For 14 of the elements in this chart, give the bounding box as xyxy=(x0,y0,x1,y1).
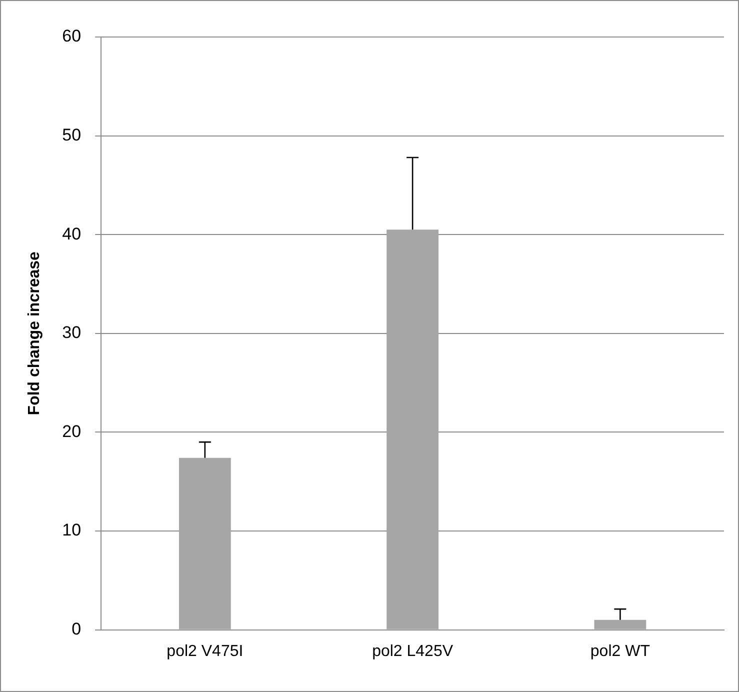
bar xyxy=(386,230,439,630)
y-tick-label: 20 xyxy=(62,422,82,441)
y-tick-label: 10 xyxy=(62,520,82,540)
y-tick-label: 50 xyxy=(62,125,82,144)
y-tick-label: 60 xyxy=(62,26,82,46)
bar xyxy=(178,458,231,630)
x-tick-label: pol2 L425V xyxy=(372,642,454,660)
y-tick-label: 40 xyxy=(62,224,82,244)
y-tick-label: 30 xyxy=(62,323,82,342)
y-tick-label: 0 xyxy=(72,619,82,638)
y-axis-title: Fold change increase xyxy=(26,251,44,416)
bar xyxy=(594,620,646,630)
x-tick-label: pol2 WT xyxy=(590,642,650,660)
x-tick-label: pol2 V475I xyxy=(166,642,244,660)
